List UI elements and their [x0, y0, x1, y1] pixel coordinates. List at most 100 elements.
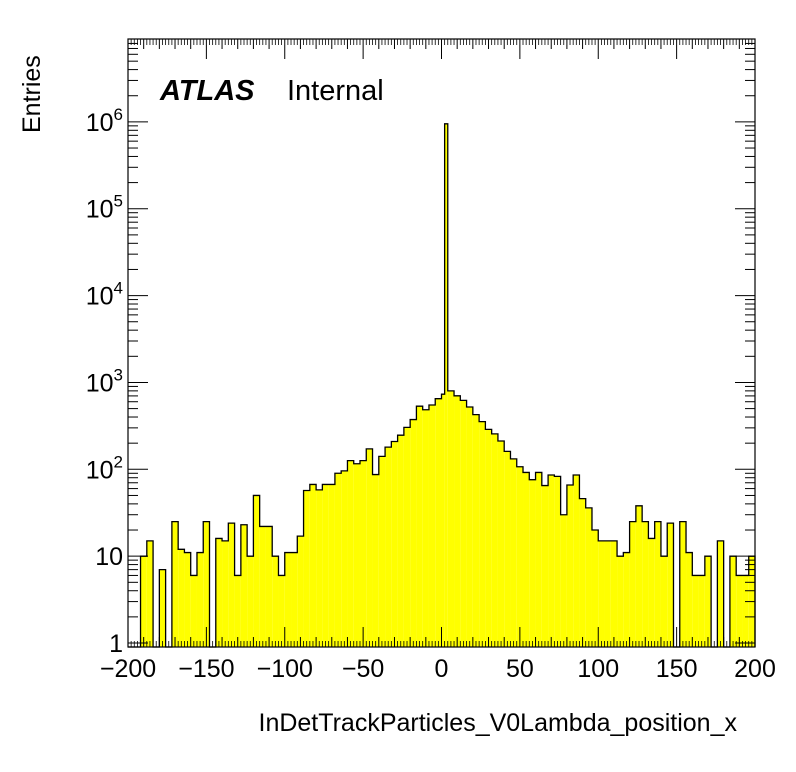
x-tick-labels: −200 −150 −100 −50 0 50 100 150 200	[100, 655, 776, 683]
y-axis-title: Entries	[18, 55, 46, 133]
y-tick-label: 106	[86, 105, 123, 137]
histogram-bar	[303, 490, 310, 647]
histogram-bar	[629, 521, 636, 647]
histogram-bar	[366, 448, 373, 647]
histogram-bar	[215, 538, 223, 647]
x-axis-title: InDetTrackParticles_V0Lambda_position_x	[259, 709, 738, 737]
histogram-outline	[128, 123, 756, 648]
histogram-bar	[516, 466, 524, 647]
histogram-bar	[472, 414, 480, 647]
atlas-label: ATLAS	[159, 75, 255, 107]
histogram-bar	[648, 538, 655, 647]
histogram-bar	[479, 421, 486, 647]
histogram-bar	[560, 514, 567, 647]
histogram-bar	[253, 495, 260, 647]
histogram-bar	[598, 540, 605, 647]
histogram-bar	[385, 447, 392, 647]
histogram-bar	[428, 405, 436, 647]
histogram-bar	[184, 552, 191, 647]
x-tick-label: 150	[656, 655, 698, 683]
y-tick-label: 104	[86, 279, 123, 311]
y-tick-label: 105	[86, 192, 123, 224]
histogram-bar	[291, 552, 298, 647]
histogram-bar	[736, 575, 743, 647]
internal-label: Internal	[287, 75, 384, 107]
histogram-bar	[391, 441, 398, 647]
histogram-bar	[717, 540, 724, 647]
histogram-bar	[460, 400, 467, 647]
histogram-bar	[660, 556, 668, 647]
histogram-bar	[541, 485, 549, 647]
histogram-bar	[272, 556, 279, 647]
histogram-bar	[159, 569, 166, 647]
histogram-bar	[403, 427, 411, 647]
histogram-bar	[316, 489, 323, 647]
histogram-bar	[397, 435, 404, 647]
histogram-bar	[610, 540, 618, 647]
histogram-bar	[491, 433, 498, 647]
histogram-bar	[322, 484, 329, 647]
histogram-bar	[485, 429, 492, 647]
histogram-bar	[222, 540, 229, 647]
x-tick-label: −50	[342, 655, 384, 683]
histogram-bar	[686, 552, 693, 647]
histogram-bar	[334, 473, 342, 647]
histogram-bar	[341, 470, 348, 647]
histogram-bar	[265, 526, 273, 647]
histogram-bar	[278, 575, 285, 647]
histogram-bar	[635, 505, 643, 647]
histogram-bar	[190, 575, 197, 647]
y-tick-label: 10	[95, 543, 123, 571]
histogram-bar	[259, 526, 266, 647]
histogram-bar	[353, 463, 360, 647]
x-tick-label: −150	[178, 655, 234, 683]
histogram-bar	[410, 419, 417, 647]
x-tick-label: 100	[577, 655, 619, 683]
histogram-bar	[554, 476, 561, 647]
histogram-bar	[579, 498, 586, 647]
histogram-bar	[328, 484, 335, 647]
y-tick-label: 103	[86, 365, 123, 397]
histogram-bar	[297, 536, 304, 647]
histogram-bar	[146, 540, 154, 647]
histogram-bar	[698, 575, 705, 647]
histogram-bar	[203, 521, 210, 647]
x-tick-label: −100	[257, 655, 313, 683]
histogram-bar	[742, 575, 749, 647]
histogram-bar	[679, 521, 687, 647]
histogram-bar	[140, 556, 147, 647]
histogram-bar	[309, 484, 317, 647]
histogram-bar	[573, 475, 580, 647]
histogram-bar	[566, 484, 574, 647]
x-tick-label: −200	[100, 655, 156, 683]
histogram-bar	[692, 575, 699, 647]
histogram-bar	[178, 549, 185, 647]
histogram-bar	[372, 474, 379, 647]
histogram-bar	[510, 458, 517, 647]
x-tick-label: 200	[734, 655, 776, 683]
histogram-bar	[642, 521, 649, 647]
histogram-bar	[604, 540, 611, 647]
histogram-bar	[435, 398, 442, 647]
histogram-bar	[548, 475, 555, 647]
histogram-bar	[591, 530, 599, 647]
x-tick-label: 50	[506, 655, 534, 683]
histogram-bar	[667, 523, 674, 647]
y-tick-labels: 1 10 102 103 104 105 106	[86, 105, 123, 658]
histogram-bar	[529, 479, 536, 647]
histogram-bar	[447, 390, 455, 647]
histogram-bar	[585, 507, 592, 647]
histogram-bar	[523, 472, 530, 647]
histogram-bar	[422, 409, 429, 647]
histogram-bar	[444, 123, 448, 648]
histogram-bar	[416, 406, 423, 647]
histogram-bar	[497, 440, 505, 647]
histogram-bar	[441, 394, 445, 647]
histogram-bar	[623, 552, 630, 647]
histogram-bar	[247, 556, 254, 647]
histogram-bar	[347, 460, 354, 647]
histogram-bar	[378, 456, 386, 647]
histogram-bar	[535, 472, 542, 647]
histogram-bar	[240, 524, 248, 647]
histogram-bar	[171, 521, 179, 647]
